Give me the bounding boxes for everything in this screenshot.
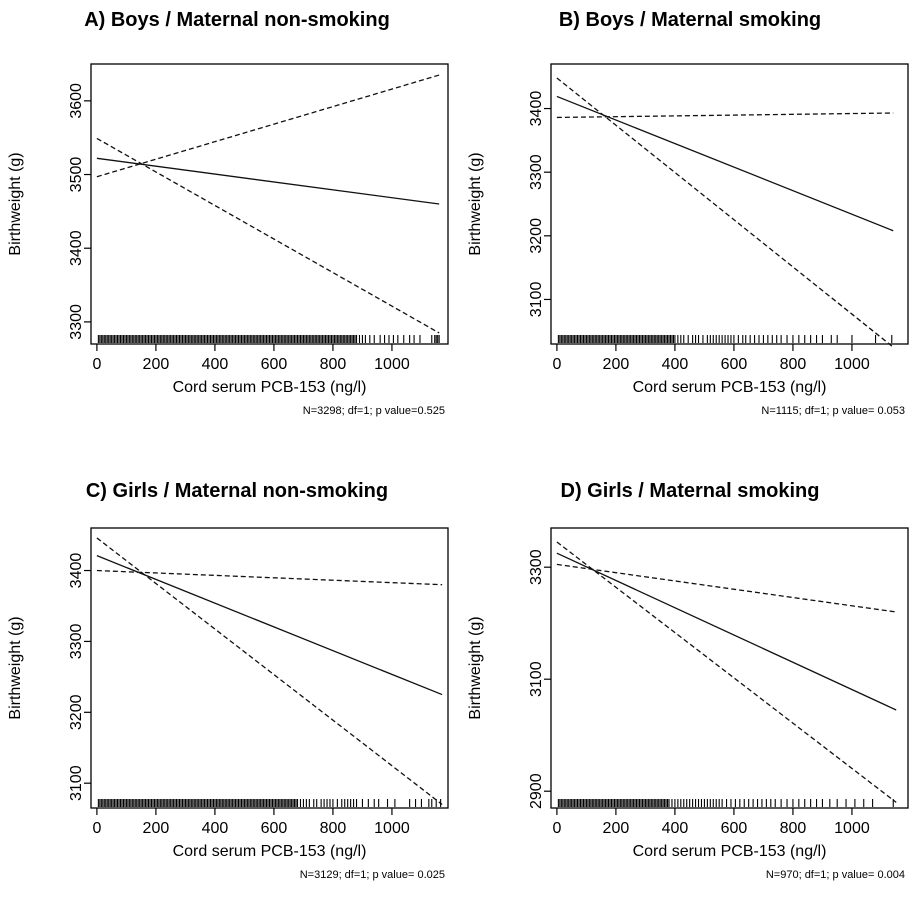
y-tick-label: 3400 [68, 553, 85, 589]
x-tick-label: 1000 [374, 356, 410, 373]
x-tick-label: 800 [780, 820, 807, 837]
fitted-line [556, 552, 897, 711]
confidence-band-line [96, 537, 443, 805]
plot-frame [550, 63, 909, 345]
y-tick-label: 3100 [528, 282, 545, 318]
y-tick-label: 3300 [528, 549, 545, 585]
x-tick-label: 200 [603, 356, 630, 373]
x-tick-label: 200 [143, 356, 170, 373]
x-axis-label: Cord serum PCB-153 (ng/l) [633, 843, 827, 860]
confidence-band-line [556, 541, 897, 803]
y-tick-label: 3600 [68, 83, 85, 119]
y-tick-label: 3300 [68, 304, 85, 340]
model-note: N=1115; df=1; p value= 0.053 [761, 405, 905, 417]
x-tick-label: 1000 [834, 820, 870, 837]
model-note: N=3298; df=1; p value=0.525 [303, 405, 445, 417]
y-tick-label: 3300 [68, 624, 85, 660]
y-tick-label: 3400 [528, 91, 545, 127]
x-tick-label: 600 [721, 820, 748, 837]
x-tick-label: 0 [92, 820, 101, 837]
x-tick-label: 400 [662, 820, 689, 837]
x-tick-label: 400 [202, 820, 229, 837]
plot-frame [550, 527, 909, 809]
model-note: N=3129; df=1; p value= 0.025 [300, 869, 445, 881]
x-tick-label: 0 [92, 356, 101, 373]
confidence-band-line [96, 137, 440, 334]
x-tick-label: 400 [202, 356, 229, 373]
y-axis-label: Birthweight (g) [7, 152, 24, 255]
fitted-line [556, 95, 894, 232]
chart-title: B) Boys / Maternal smoking [559, 9, 821, 31]
chart-panel-1: A) Boys / Maternal non-smoking 0 200 400 600… [7, 9, 449, 417]
chart-title: A) Boys / Maternal non-smoking [84, 9, 390, 31]
x-tick-label: 800 [780, 356, 807, 373]
y-tick-label: 3200 [68, 694, 85, 730]
x-tick-label: 1000 [374, 820, 410, 837]
x-tick-label: 200 [143, 820, 170, 837]
y-tick-label: 3500 [68, 157, 85, 193]
confidence-band-line [96, 74, 440, 178]
y-tick-label: 3100 [528, 661, 545, 697]
x-tick-label: 800 [320, 820, 347, 837]
confidence-band-line [96, 569, 443, 586]
y-axis-label: Birthweight (g) [467, 152, 484, 255]
y-tick-label: 3400 [68, 230, 85, 266]
chart-panel-2: B) Boys / Maternal smoking 0 200 400 600 800 1… [467, 9, 909, 417]
x-tick-label: 600 [261, 820, 288, 837]
chart-panel-4: D) Girls / Maternal smoking 0 200 400 600 800… [467, 480, 909, 881]
model-note: N=970; df=1; p value= 0.004 [766, 869, 905, 881]
confidence-band-line [556, 563, 897, 613]
x-tick-label: 600 [261, 356, 288, 373]
y-tick-label: 3200 [528, 218, 545, 254]
x-axis-label: Cord serum PCB-153 (ng/l) [173, 379, 367, 396]
x-tick-label: 0 [552, 820, 561, 837]
x-tick-label: 600 [721, 356, 748, 373]
chart-title: D) Girls / Maternal smoking [561, 480, 820, 502]
chart-title: C) Girls / Maternal non-smoking [86, 480, 388, 502]
x-axis-label: Cord serum PCB-153 (ng/l) [633, 379, 827, 396]
chart-panel-3: C) Girls / Maternal non-smoking 0 200 400 60… [7, 480, 449, 881]
y-tick-label: 3100 [68, 765, 85, 801]
y-axis-label: Birthweight (g) [467, 616, 484, 719]
x-tick-label: 400 [662, 356, 689, 373]
y-tick-label: 2900 [528, 773, 545, 809]
confidence-band-line [556, 112, 894, 119]
y-tick-label: 3300 [528, 154, 545, 190]
plot-frame [90, 63, 449, 345]
plot-frame [90, 527, 449, 809]
fitted-line [96, 555, 443, 696]
x-tick-label: 200 [603, 820, 630, 837]
x-tick-label: 800 [320, 356, 347, 373]
x-tick-label: 0 [552, 356, 561, 373]
fitted-line [96, 157, 440, 205]
confidence-band-line [556, 77, 894, 348]
y-axis-label: Birthweight (g) [7, 616, 24, 719]
x-tick-label: 1000 [834, 356, 870, 373]
x-axis-label: Cord serum PCB-153 (ng/l) [173, 843, 367, 860]
